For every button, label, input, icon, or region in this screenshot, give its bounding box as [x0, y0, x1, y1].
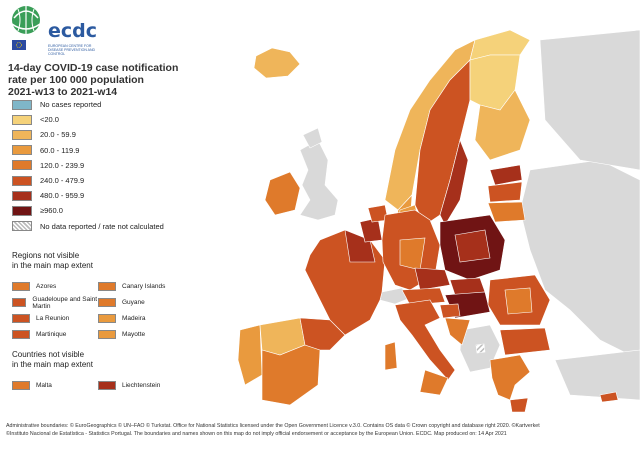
legend-swatch [12, 99, 32, 110]
legend-label: 480.0 - 959.9 [40, 191, 85, 201]
legend-item: 240.0 - 479.9 [12, 173, 164, 188]
legend-label: Liechtenstein [122, 382, 161, 389]
legend-swatch [98, 330, 116, 339]
countries-grid: Malta Liechtenstein [12, 379, 184, 392]
legend-label: <20.0 [40, 115, 59, 125]
legend-label: Malta [36, 382, 52, 389]
legend-swatch [12, 190, 32, 201]
legend-swatch [12, 221, 32, 232]
extra-region-item: Azores [12, 280, 98, 293]
legend-swatch [98, 381, 116, 390]
legend-swatch [12, 298, 27, 307]
legend-swatch [12, 381, 30, 390]
legend-label: La Reunion [36, 315, 70, 322]
title-line-3: 2021-w13 to 2021-w14 [8, 86, 118, 98]
legend-label: Azores [36, 283, 57, 290]
logo: ecdc EUROPEAN CENTRE FOR DISEASE PREVENT… [8, 4, 100, 58]
legend-swatch [12, 314, 30, 323]
extra-region-item: La Reunion [12, 312, 98, 325]
countries-title-line-1: Countries not visible [12, 350, 85, 359]
regions-title-line-2: in the main map extent [12, 261, 93, 270]
legend-item: No cases reported [12, 97, 164, 112]
legend-label: 20.0 - 59.9 [40, 130, 76, 140]
legend-item: 20.0 - 59.9 [12, 127, 164, 142]
legend-label: No data reported / rate not calculated [40, 221, 164, 231]
legend-swatch [12, 175, 32, 186]
legend-label: Martinique [36, 331, 67, 338]
legend-swatch [98, 314, 116, 323]
legend-label: Guyane [122, 299, 145, 306]
legend-label: 120.0 - 239.9 [40, 160, 85, 170]
non-reporting-land [299, 29, 640, 401]
footer-line-1: Administrative boundaries: © EuroGeograp… [6, 423, 540, 429]
legend-swatch [98, 282, 116, 291]
legend-swatch [12, 282, 30, 291]
legend-item: <20.0 [12, 112, 164, 127]
legend-swatch [12, 145, 32, 156]
map-title: 14-day COVID-19 case notification rate p… [8, 62, 208, 98]
ecdc-globe-icon [11, 6, 41, 34]
cyprus-region [599, 391, 619, 403]
eu-flag-icon [12, 40, 26, 50]
extra-region-item: Malta [12, 379, 98, 392]
regions-grid: Azores Canary Islands Guadeloupe and Saint… [12, 280, 184, 341]
legend-swatch [12, 160, 32, 171]
legend-item: 120.0 - 239.9 [12, 158, 164, 173]
extra-region-item: Guadeloupe and Saint Martin [12, 295, 98, 310]
footer: Administrative boundaries: © EuroGeograp… [6, 422, 636, 438]
title-line-2: rate per 100 000 population [8, 74, 144, 86]
logo-subtitle: EUROPEAN CENTRE FOR DISEASE PREVENTION A… [48, 44, 96, 56]
extra-region-item: Canary Islands [98, 280, 184, 293]
extra-region-item: Martinique [12, 328, 98, 341]
legend-label: ≥960.0 [40, 206, 63, 216]
legend-item: 480.0 - 959.9 [12, 188, 164, 203]
legend-label: 60.0 - 119.9 [40, 145, 80, 155]
legend-label: Canary Islands [122, 283, 166, 290]
countries-title-line-2: in the main map extent [12, 360, 93, 369]
legend-item: ≥960.0 [12, 203, 164, 218]
footer-line-2: ©Instituto Nacional de Estatística - Sta… [6, 431, 507, 437]
extra-region-item: Madeira [98, 312, 184, 325]
iceland-region [253, 47, 301, 79]
regions-title: Regions not visible in the main map exte… [12, 251, 93, 271]
extra-region-item: Guyane [98, 296, 184, 309]
extra-region-item: Mayotte [98, 328, 184, 341]
legend-swatch [12, 205, 32, 216]
legend-label: Guadeloupe and Saint Martin [32, 295, 98, 310]
logo-name: ecdc [48, 20, 98, 42]
legend-label: No cases reported [40, 100, 102, 110]
legend-swatch [98, 298, 116, 307]
legend-item: No data reported / rate not calculated [12, 219, 164, 234]
legend-swatch [12, 330, 30, 339]
ireland-region [264, 171, 301, 216]
legend-item: 60.0 - 119.9 [12, 143, 164, 158]
title-line-1: 14-day COVID-19 case notification [8, 62, 179, 74]
legend-label: 240.0 - 479.9 [40, 176, 85, 186]
rate-legend: No cases reported <20.0 20.0 - 59.9 60.0 - … [12, 97, 164, 234]
extra-region-item: Liechtenstein [98, 379, 184, 392]
legend-swatch [12, 114, 32, 125]
legend-label: Madeira [122, 315, 146, 322]
regions-title-line-1: Regions not visible [12, 251, 80, 260]
bulgaria-region [499, 327, 551, 356]
countries-title: Countries not visible in the main map ex… [12, 350, 93, 370]
legend-label: Mayotte [122, 331, 146, 338]
legend-swatch [12, 129, 32, 140]
